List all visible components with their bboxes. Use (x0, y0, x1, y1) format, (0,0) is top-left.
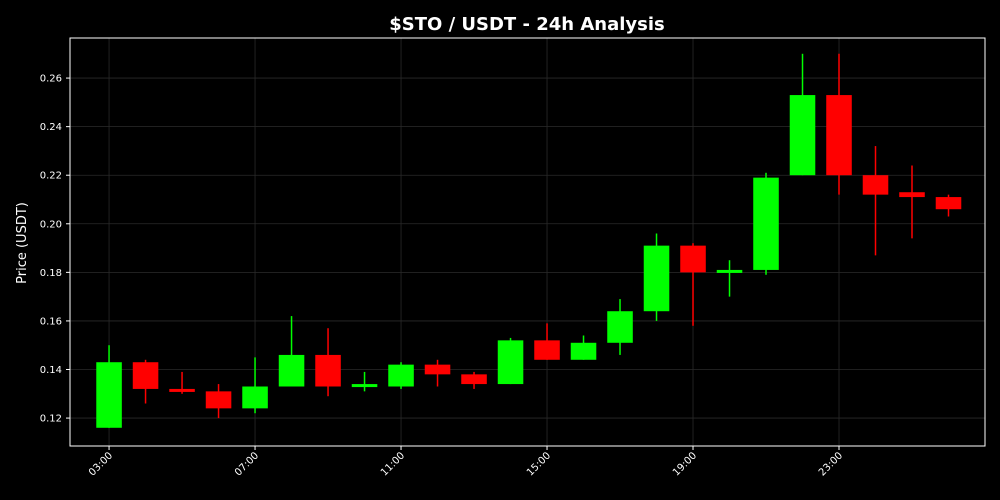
candle-down (534, 323, 560, 360)
candle-up (789, 53, 816, 176)
candle-body (789, 95, 816, 176)
candle-up (388, 362, 414, 389)
candle-down (169, 371, 195, 394)
candle-up (716, 260, 743, 297)
candle-body (716, 269, 743, 273)
candle-body (899, 192, 925, 198)
candle-body (753, 177, 779, 270)
y-tick-label: 0.16 (40, 316, 62, 327)
candle-body (607, 311, 633, 343)
y-tick-label: 0.12 (40, 414, 62, 425)
candles (96, 53, 962, 428)
candle-up (351, 371, 378, 392)
y-axis-label: Price (USDT) (15, 202, 30, 284)
chart-title: $STO / USDT - 24h Analysis (389, 14, 665, 35)
candle-body (205, 391, 232, 409)
candle-body (315, 354, 341, 387)
y-tick-label: 0.18 (40, 268, 62, 279)
candle-down (205, 384, 232, 419)
candle-body (242, 386, 268, 409)
candle-body (96, 362, 122, 428)
candle-body (570, 342, 597, 360)
y-tick-label: 0.20 (40, 219, 62, 230)
candle-body (534, 340, 560, 360)
candle-down (862, 146, 889, 256)
candle-up (607, 299, 633, 355)
candle-up (643, 233, 670, 321)
candle-up (242, 357, 268, 414)
candle-down (132, 359, 159, 404)
candle-down (461, 371, 487, 389)
candle-body (424, 364, 451, 375)
candle-up (570, 335, 597, 360)
candle-down (315, 328, 341, 397)
candle-body (278, 354, 305, 387)
candle-body (461, 374, 487, 385)
candle-body (388, 364, 414, 387)
candle-body (862, 175, 889, 195)
candle-up (96, 345, 122, 428)
candle-body (351, 384, 378, 388)
candle-down (935, 194, 962, 217)
candle-body (826, 95, 852, 176)
candle-up (278, 316, 305, 387)
candle-down (899, 165, 925, 239)
candle-up (753, 172, 779, 275)
candle-body (497, 340, 524, 385)
candle-down (424, 359, 451, 387)
grid-lines (70, 38, 985, 446)
candle-down (826, 53, 852, 195)
candle-body (132, 362, 159, 389)
y-tick-label: 0.24 (40, 122, 62, 133)
y-tick-label: 0.14 (40, 365, 62, 376)
candle-up (497, 337, 524, 385)
candle-body (169, 388, 195, 392)
candle-body (680, 245, 706, 273)
candle-down (680, 243, 706, 326)
y-tick-label: 0.22 (40, 171, 62, 182)
plot-frame (69, 37, 986, 447)
candle-body (935, 197, 962, 210)
y-tick-label: 0.26 (40, 74, 62, 85)
candle-body (643, 245, 670, 312)
